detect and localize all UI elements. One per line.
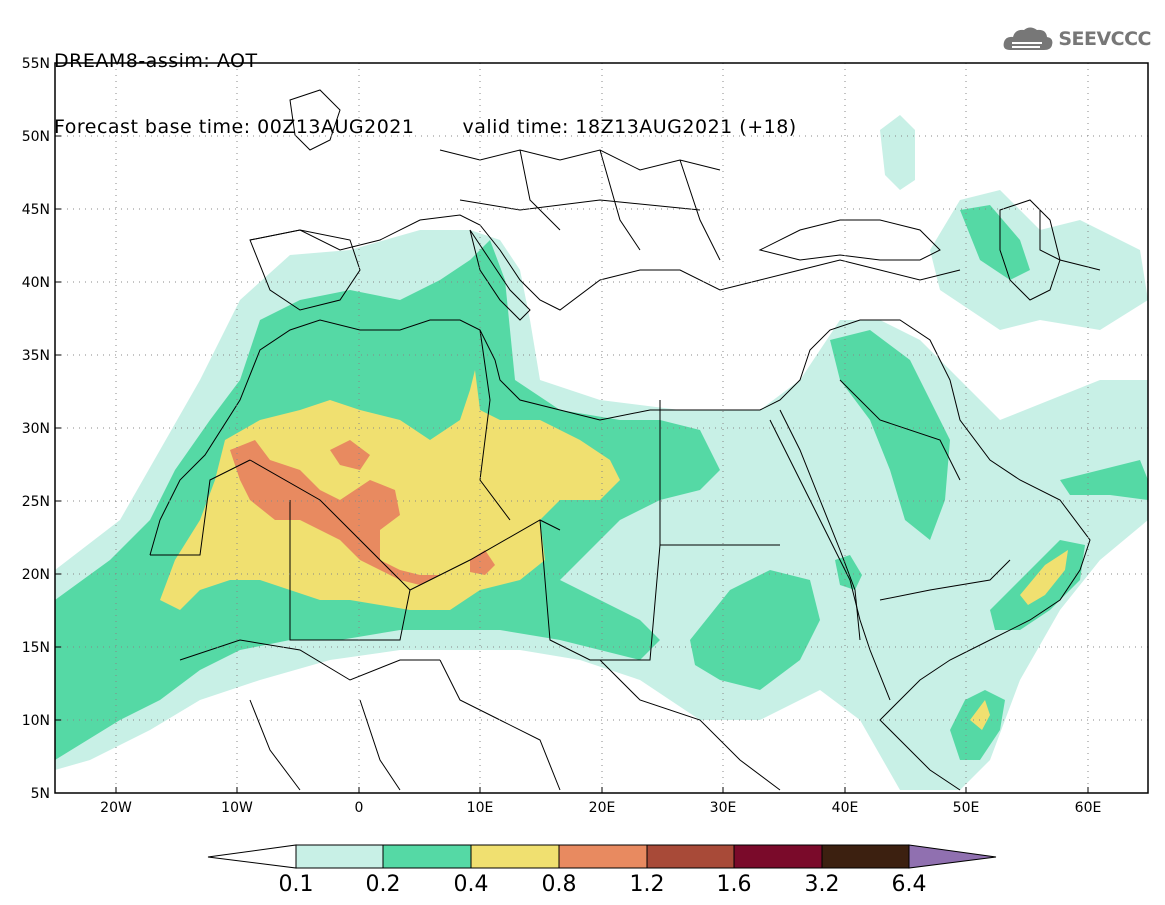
colorbar-label: 1.6	[716, 872, 752, 897]
lat-label: 5N	[31, 786, 50, 802]
colorbar-label: 0.1	[278, 872, 314, 897]
aot-contour-0.4-somalia	[970, 700, 990, 730]
coastline	[149, 319, 1091, 791]
lat-lon-grid	[55, 63, 1148, 793]
colorbar-swatch	[470, 844, 560, 869]
base-time: Forecast base time: 00Z13AUG2021	[54, 116, 415, 138]
lat-label: 40N	[22, 275, 50, 291]
border-2	[249, 459, 411, 591]
colorbar-label: 0.2	[365, 872, 401, 897]
africa-south-2	[439, 659, 561, 791]
colorbar-label: 3.2	[804, 872, 840, 897]
seevccc-logo: SEEVCCC	[1002, 24, 1151, 54]
map-header: DREAM8-assim: AOT Forecast base time: 00…	[54, 6, 845, 160]
lat-label: 55N	[22, 56, 50, 72]
aot-contour-0.2-arabia	[830, 330, 950, 540]
blacksea-coast	[758, 219, 941, 261]
lon-labels: 20W 10W 0 10E 20E 30E 40E 50E 60E	[100, 800, 1101, 816]
time-row: Forecast base time: 00Z13AUG2021 valid ti…	[54, 116, 845, 138]
aot-contour-0.1-ukraine	[880, 115, 915, 190]
colorbar-swatch	[821, 844, 910, 869]
colorbar-label: 0.8	[541, 872, 577, 897]
aot-contour-0.4-oman	[1020, 550, 1068, 605]
europe-coast	[249, 214, 961, 311]
redsea-coast-west	[779, 409, 861, 641]
valid-time: valid time: 18Z13AUG2021 (+18)	[462, 116, 797, 138]
colorbar-left-arrow	[207, 844, 297, 869]
axis-ticks	[55, 62, 1089, 793]
lat-label: 20N	[22, 567, 50, 583]
map-title: DREAM8-assim: AOT	[54, 50, 258, 72]
border-4	[539, 519, 780, 661]
africa-south-1	[179, 639, 440, 681]
colorbar-swatch	[733, 844, 823, 869]
colorbar-swatch	[295, 844, 384, 869]
lon-label: 30E	[710, 800, 737, 816]
redsea-coast	[769, 419, 891, 701]
lon-label: 10W	[221, 800, 253, 816]
aot-field	[55, 115, 1148, 790]
colorbar-labels: 0.1 0.2 0.4 0.8 1.2 1.6 3.2 6.4	[0, 872, 1165, 898]
aot-contour-0.2-caucasus	[960, 205, 1030, 280]
italy	[469, 229, 531, 321]
country-borders	[149, 89, 1101, 791]
lat-label: 50N	[22, 129, 50, 145]
colorbar-swatch	[558, 844, 648, 869]
lat-labels: 55N 50N 45N 40N 35N 30N 25N 20N 15N 10N …	[22, 56, 50, 802]
border-7	[839, 379, 961, 481]
colorbar-swatch	[646, 844, 735, 869]
lon-label: 40E	[832, 800, 859, 816]
aot-contour-0.8-2	[330, 440, 370, 470]
aot-contour-0.8	[230, 440, 440, 585]
europe-borders	[439, 149, 721, 261]
aot-contour-0.2-gulf	[1060, 460, 1148, 500]
lon-label: 10E	[467, 800, 494, 816]
lon-label: 50E	[953, 800, 980, 816]
colorbar-label: 0.4	[453, 872, 489, 897]
africa-south-5	[359, 699, 401, 791]
lat-label: 30N	[22, 421, 50, 437]
lat-label: 10N	[22, 713, 50, 729]
africa-south-4	[249, 699, 301, 791]
lon-label: 60E	[1075, 800, 1102, 816]
lon-label: 20W	[100, 800, 132, 816]
iberia	[249, 229, 361, 311]
lat-label: 15N	[22, 640, 50, 656]
cloud-icon	[1003, 27, 1053, 50]
border-9	[1039, 210, 1101, 271]
lon-label: 0	[355, 800, 364, 816]
africa-south-3	[599, 659, 781, 791]
colorbar-swatch	[382, 844, 472, 869]
logo-text: SEEVCCC	[1058, 28, 1151, 50]
caspian-coast	[999, 199, 1061, 301]
colorbar-label: 6.4	[891, 872, 927, 897]
colorbar-label: 1.2	[629, 872, 665, 897]
lat-label: 25N	[22, 494, 50, 510]
lat-label: 45N	[22, 202, 50, 218]
lat-label: 35N	[22, 348, 50, 364]
color-bar	[207, 844, 997, 869]
aot-contour-0.2-sudan	[690, 570, 820, 690]
lon-label: 20E	[589, 800, 616, 816]
border-3	[479, 329, 511, 521]
colorbar-right-arrow	[908, 844, 997, 869]
border-6	[150, 459, 251, 556]
britain	[289, 89, 341, 151]
border-8	[879, 559, 1011, 601]
